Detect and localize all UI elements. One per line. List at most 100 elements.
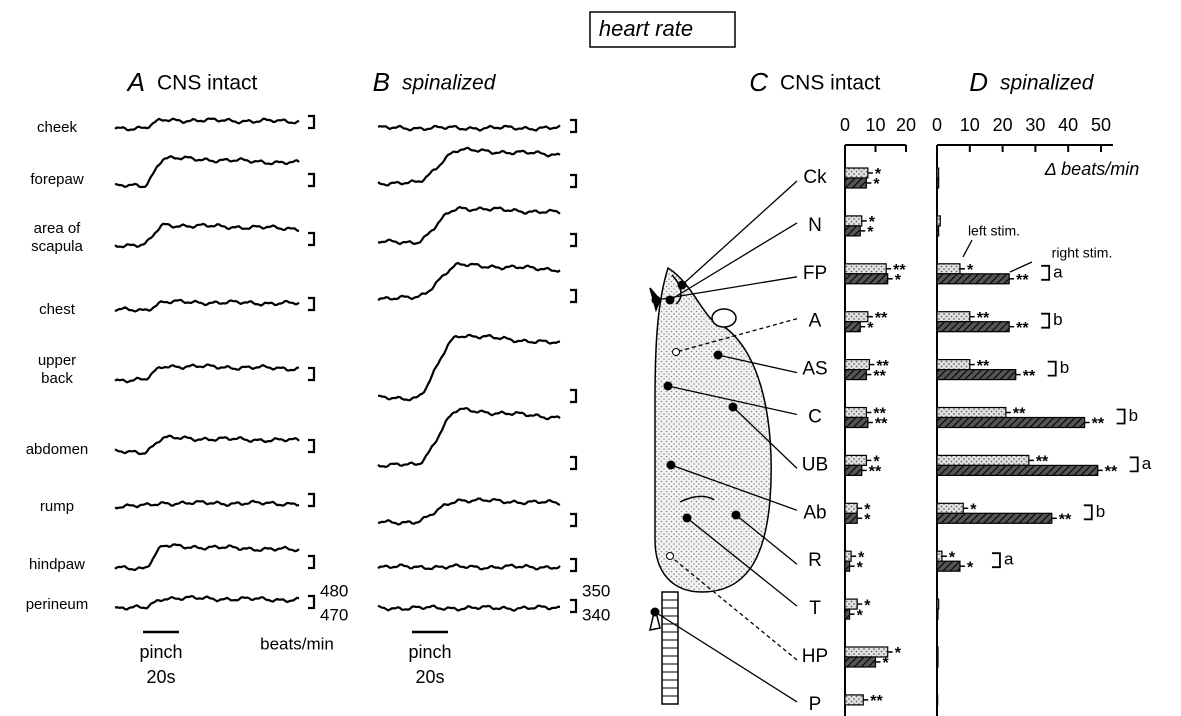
bar bbox=[937, 609, 938, 619]
stimulus-duration: 20s bbox=[146, 667, 175, 687]
trace bbox=[115, 596, 299, 609]
x-tick-label: 10 bbox=[865, 115, 885, 135]
trace bbox=[378, 207, 560, 244]
significance: * bbox=[895, 272, 902, 289]
trace bbox=[115, 156, 299, 187]
x-tick-label: 30 bbox=[1025, 115, 1045, 135]
significance: ** bbox=[869, 464, 882, 481]
category-label: A bbox=[809, 311, 822, 332]
comparison-label: b bbox=[1053, 310, 1062, 329]
bar bbox=[937, 599, 939, 609]
legend-label: right stim. bbox=[1052, 245, 1113, 261]
significance: * bbox=[867, 320, 874, 337]
scale-bracket bbox=[308, 174, 314, 186]
panel-letter: B bbox=[373, 67, 390, 97]
bar bbox=[937, 647, 938, 657]
significance: * bbox=[867, 224, 874, 241]
trace bbox=[115, 365, 299, 383]
scale-unit: beats/min bbox=[260, 634, 334, 653]
scale-top: 480 bbox=[320, 581, 348, 600]
trace bbox=[115, 224, 299, 247]
page: heart rate ACNS intactcheekforepawarea o… bbox=[0, 0, 1181, 716]
site-dot bbox=[729, 403, 737, 411]
scale-bracket bbox=[308, 116, 314, 128]
significance: * bbox=[857, 607, 864, 624]
trace bbox=[378, 499, 560, 525]
scale-bracket bbox=[570, 290, 576, 302]
site-label: chest bbox=[39, 301, 76, 318]
x-tick-label: 0 bbox=[840, 115, 850, 135]
pointer-line bbox=[670, 223, 797, 300]
panel-title: spinalized bbox=[402, 72, 497, 95]
x-tick-label: 10 bbox=[960, 115, 980, 135]
trace bbox=[378, 263, 560, 300]
figure-title: heart rate bbox=[599, 16, 693, 41]
bar bbox=[845, 168, 868, 178]
panel-title: spinalized bbox=[1000, 72, 1095, 95]
site-label: perineum bbox=[26, 596, 89, 613]
bar bbox=[845, 370, 866, 380]
bar bbox=[845, 695, 863, 705]
site-label: hindpaw bbox=[29, 556, 85, 573]
category-label: AS bbox=[802, 359, 827, 380]
scale-bracket bbox=[570, 390, 576, 402]
legend-arrow bbox=[1010, 262, 1032, 272]
comparison-bracket bbox=[1041, 266, 1049, 280]
significance: ** bbox=[870, 693, 883, 710]
panel-letter: A bbox=[126, 67, 145, 97]
panel-title: CNS intact bbox=[780, 72, 881, 95]
bar bbox=[845, 647, 888, 657]
site-label: abdomen bbox=[26, 441, 89, 458]
bar bbox=[845, 408, 866, 418]
comparison-bracket bbox=[1117, 410, 1125, 424]
x-axis-label: Δ beats/min bbox=[1044, 159, 1139, 179]
category-label: T bbox=[809, 598, 821, 619]
bar bbox=[937, 312, 970, 322]
bar bbox=[845, 360, 869, 370]
comparison-bracket bbox=[1048, 362, 1056, 376]
site-dot bbox=[651, 608, 659, 616]
comparison-label: a bbox=[1142, 454, 1152, 473]
trace bbox=[378, 335, 560, 400]
scale-bracket bbox=[570, 559, 576, 571]
site-label: area ofscapula bbox=[31, 220, 83, 255]
bar bbox=[845, 274, 888, 284]
bar bbox=[845, 312, 868, 322]
significance: * bbox=[895, 645, 902, 662]
bar bbox=[845, 657, 876, 667]
scale-bracket bbox=[570, 234, 576, 246]
site-dot bbox=[652, 296, 660, 304]
bar bbox=[937, 418, 1085, 428]
category-label: C bbox=[808, 407, 822, 428]
scale-bracket bbox=[308, 440, 314, 452]
legend-arrow bbox=[963, 240, 972, 257]
category-label: HP bbox=[802, 646, 828, 667]
bar bbox=[845, 599, 857, 609]
scale-bracket bbox=[308, 233, 314, 245]
stimulus-label: pinch bbox=[408, 642, 451, 662]
bar bbox=[937, 408, 1006, 418]
scale-bracket bbox=[308, 368, 314, 380]
bar bbox=[845, 226, 860, 236]
bar bbox=[937, 455, 1029, 465]
bar bbox=[937, 168, 939, 178]
stimulus-label: pinch bbox=[139, 642, 182, 662]
site-dot bbox=[667, 553, 674, 560]
significance: * bbox=[883, 655, 890, 672]
stimulus-duration: 20s bbox=[415, 667, 444, 687]
bar bbox=[845, 178, 866, 188]
trace bbox=[378, 125, 560, 130]
bar bbox=[845, 551, 851, 561]
site-label: cheek bbox=[37, 119, 78, 136]
bar bbox=[845, 322, 860, 332]
bar bbox=[845, 503, 857, 513]
panel-letter: D bbox=[969, 67, 988, 97]
category-label: R bbox=[808, 550, 822, 571]
trace bbox=[115, 300, 299, 312]
significance: ** bbox=[1016, 320, 1029, 337]
bar bbox=[937, 360, 970, 370]
bar bbox=[845, 465, 862, 475]
site-dot bbox=[683, 514, 691, 522]
bar bbox=[845, 264, 886, 274]
